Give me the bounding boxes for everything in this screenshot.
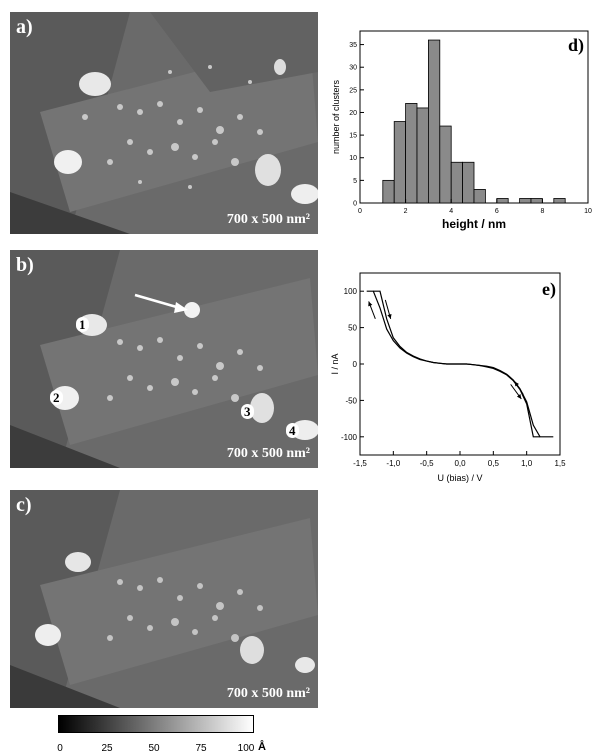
y-axis-label: I / nA bbox=[330, 353, 340, 374]
afm-topography-b bbox=[10, 250, 318, 468]
x-tick-label: 4 bbox=[449, 208, 453, 215]
histogram-svg: 0 2 4 6 8 10 0 5 10 15 20 25 30 35 height / nm number o… bbox=[331, 30, 592, 231]
colorbar-tick: 100 bbox=[237, 743, 255, 754]
iv-curve-chart: -1,5 -1,0 -0,5 0,0 0,5 1,0 1,5 100 50 0 -50 -100 U (… bbox=[330, 265, 594, 495]
cluster-marker-1: 1 bbox=[76, 317, 89, 332]
histogram-bar bbox=[393, 121, 406, 204]
x-tick-label: 8 bbox=[540, 208, 544, 215]
histogram-bar bbox=[450, 161, 463, 204]
histogram-bar bbox=[416, 107, 429, 204]
cluster-marker-2: 2 bbox=[50, 390, 63, 405]
afm-image-c: c) 700 x 500 nm² bbox=[10, 490, 318, 708]
panel-label-b: b) bbox=[16, 254, 34, 276]
panel-label-d: d) bbox=[568, 35, 584, 56]
colorbar-tick: 0 bbox=[57, 743, 63, 754]
sweep-arrowhead bbox=[387, 313, 392, 319]
afm-image-a: a) 700 x 500 nm² bbox=[10, 12, 318, 234]
colorbar-tick: 50 bbox=[148, 743, 160, 754]
y-tick-label: 30 bbox=[349, 65, 357, 72]
histogram-bar bbox=[519, 198, 532, 204]
panel-label-a: a) bbox=[16, 16, 33, 38]
histogram-chart: 0 2 4 6 8 10 0 5 10 15 20 25 30 35 height / nm number o… bbox=[330, 5, 594, 237]
scale-label-c: 700 x 500 nm² bbox=[226, 686, 310, 701]
scale-label-b: 700 x 500 nm² bbox=[226, 446, 310, 461]
colorbar-tick: 75 bbox=[195, 743, 207, 754]
sweep-arrowhead bbox=[514, 381, 519, 387]
y-tick-label: 10 bbox=[349, 155, 357, 162]
y-tick-label: 25 bbox=[349, 87, 357, 94]
panel-label-c: c) bbox=[16, 494, 32, 516]
colorbar-tick: 25 bbox=[101, 743, 113, 754]
x-tick-label: 0 bbox=[358, 208, 362, 215]
y-tick-label: 0 bbox=[353, 201, 357, 208]
y-tick-label: 5 bbox=[353, 178, 357, 185]
iv-curve-svg: -1,5 -1,0 -0,5 0,0 0,5 1,0 1,5 100 50 0 -50 -100 U (… bbox=[330, 272, 566, 483]
x-axis-label: U (bias) / V bbox=[437, 473, 482, 483]
histogram-bar bbox=[405, 103, 418, 204]
histogram-bar bbox=[496, 198, 509, 204]
y-tick-label: -50 bbox=[345, 396, 357, 405]
colorbar-unit: Å bbox=[258, 741, 266, 753]
histogram-bar bbox=[553, 198, 566, 204]
y-tick-label: 20 bbox=[349, 110, 357, 117]
x-tick-label: 2 bbox=[404, 208, 408, 215]
x-tick-label: 6 bbox=[495, 208, 499, 215]
x-axis-label: height / nm bbox=[442, 217, 506, 231]
afm-topography-a bbox=[10, 12, 318, 234]
sweep-arrowhead bbox=[368, 301, 373, 307]
y-tick-label: 50 bbox=[348, 324, 357, 333]
scale-label-a: 700 x 500 nm² bbox=[226, 212, 310, 227]
y-tick-label: 0 bbox=[353, 360, 358, 369]
histogram-bar bbox=[428, 39, 441, 204]
iv-series-line bbox=[373, 290, 554, 438]
x-tick-label: -1,5 bbox=[353, 459, 367, 468]
y-tick-label: 100 bbox=[344, 287, 358, 296]
panel-label-e: e) bbox=[542, 279, 556, 300]
x-tick-label: -0,5 bbox=[420, 459, 434, 468]
y-tick-label: 35 bbox=[349, 42, 357, 49]
y-tick-label: 15 bbox=[349, 133, 357, 140]
sweep-arrowhead bbox=[516, 394, 522, 399]
x-tick-label: 1,0 bbox=[521, 459, 533, 468]
x-tick-label: 1,5 bbox=[554, 459, 566, 468]
y-axis-label: number of clusters bbox=[331, 79, 341, 154]
cluster-marker-4: 4 bbox=[286, 423, 299, 438]
height-colorbar bbox=[58, 715, 254, 733]
histogram-bar bbox=[462, 161, 475, 204]
y-tick-label: -100 bbox=[341, 433, 358, 442]
cluster-marker-3: 3 bbox=[241, 404, 254, 419]
histogram-bar bbox=[530, 198, 543, 204]
x-tick-label: 10 bbox=[584, 208, 592, 215]
afm-topography-c bbox=[10, 490, 318, 708]
x-tick-label: 0,5 bbox=[488, 459, 500, 468]
x-tick-label: 0,0 bbox=[454, 459, 466, 468]
histogram-bar bbox=[382, 179, 395, 204]
histogram-bar bbox=[473, 189, 486, 204]
x-tick-label: -1,0 bbox=[386, 459, 400, 468]
afm-image-b: b) 1 2 3 4 700 x 500 nm² bbox=[10, 250, 318, 468]
histogram-bar bbox=[439, 125, 452, 204]
